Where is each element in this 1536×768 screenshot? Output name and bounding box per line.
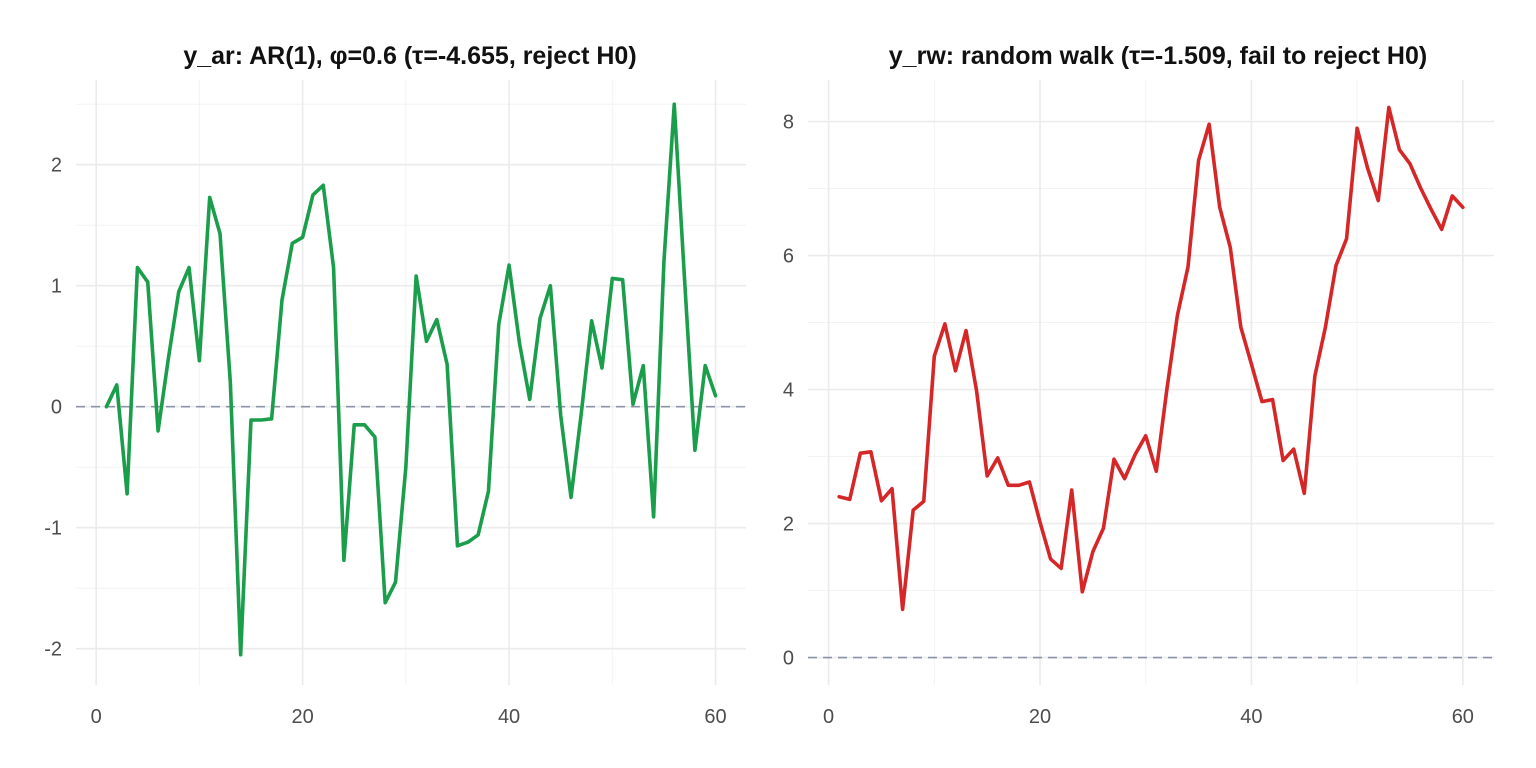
series-line-0 — [104, 102, 718, 657]
x-tick-label: 0 — [823, 706, 834, 728]
tick-labels: 0 20 40 60 -2 -1 0 1 2 — [44, 155, 726, 728]
chart-title: y_ar: AR(1), φ=0.6 (τ=-4.655, reject H0) — [183, 42, 636, 70]
y-tick-label: 0 — [51, 397, 62, 419]
y-tick-label: 8 — [783, 112, 794, 134]
tick-labels: 0 20 40 60 0 2 4 6 8 — [783, 112, 1474, 728]
x-tick-label: 20 — [291, 706, 313, 728]
series-line-0 — [837, 105, 1465, 612]
grid — [808, 80, 1494, 685]
y-tick-label: 4 — [783, 380, 794, 402]
x-tick-label: 40 — [498, 706, 520, 728]
y-tick-label: 1 — [51, 276, 62, 298]
x-tick-label: 40 — [1240, 706, 1262, 728]
y-tick-label: 6 — [783, 246, 794, 268]
x-tick-label: 60 — [704, 706, 726, 728]
x-tick-label: 60 — [1452, 706, 1474, 728]
chart-title: y_rw: random walk (τ=-1.509, fail to rej… — [889, 42, 1427, 70]
x-tick-label: 20 — [1029, 706, 1051, 728]
y-tick-label: 2 — [783, 514, 794, 536]
y-tick-label: 0 — [783, 648, 794, 670]
chart-panel-ar1: y_ar: AR(1), φ=0.6 (τ=-4.655, reject H0)… — [44, 42, 746, 728]
chart-panel-random-walk: y_rw: random walk (τ=-1.509, fail to rej… — [783, 42, 1494, 728]
y-tick-label: -1 — [44, 518, 62, 540]
y-tick-label: 2 — [51, 155, 62, 177]
y-tick-label: -2 — [44, 639, 62, 661]
x-tick-label: 0 — [91, 706, 102, 728]
